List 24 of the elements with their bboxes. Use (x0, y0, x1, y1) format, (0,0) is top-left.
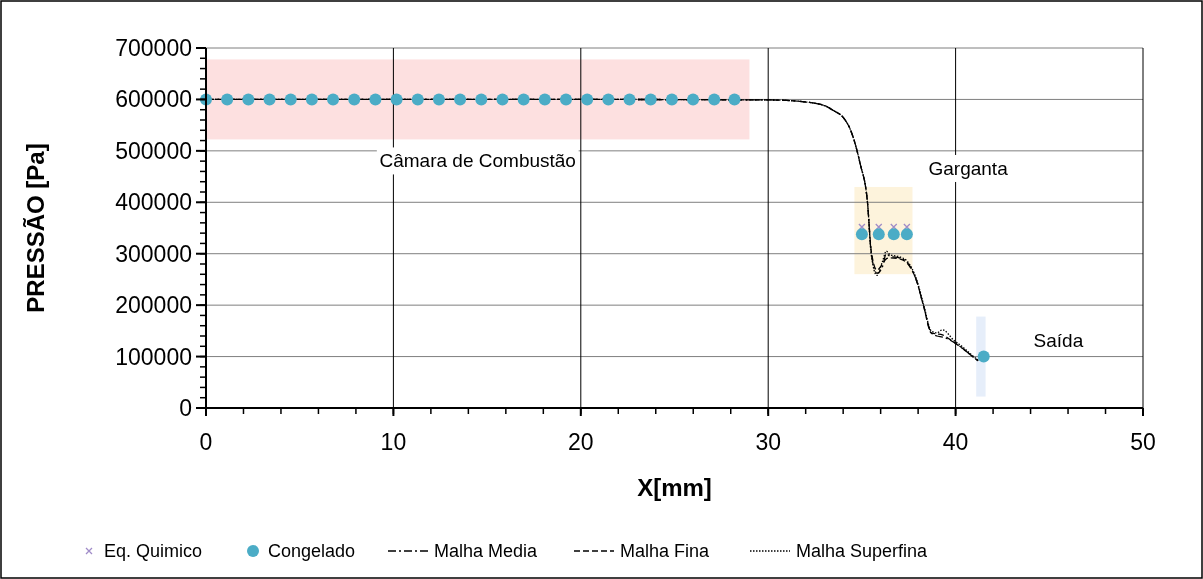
x-tick-label: 40 (942, 429, 969, 455)
y-tick-label: 200000 (115, 292, 192, 319)
band-label: Saída (1033, 329, 1084, 351)
y-tick-label: 300000 (115, 240, 192, 267)
x-axis-title: X[mm] (637, 474, 712, 501)
legend-label: Malha Media (434, 541, 539, 561)
band-label: Câmara de Combustão (379, 150, 576, 172)
legend-label: Eq. Quimico (104, 541, 203, 561)
y-axis-title: PRESSÃO [Pa] (22, 143, 49, 313)
y-tick-label: 0 (179, 395, 192, 421)
x-tick-label: 20 (568, 429, 594, 455)
y-tick-label: 400000 (115, 189, 192, 216)
legend-label: Congelado (268, 541, 356, 561)
x-tick-label: 50 (1130, 429, 1156, 455)
x-tick-label: 30 (755, 429, 781, 455)
legend-label: Malha Superfina (796, 541, 929, 561)
x-tick-label: 0 (199, 429, 213, 455)
legend-label: Malha Fina (620, 541, 711, 561)
y-tick-label: 500000 (115, 137, 192, 164)
band-label: Garganta (928, 157, 1009, 179)
x-tick-label: 10 (380, 429, 407, 455)
y-tick-label: 700000 (115, 35, 192, 61)
y-tick-label: 600000 (115, 86, 192, 113)
y-tick-label: 100000 (115, 343, 192, 370)
